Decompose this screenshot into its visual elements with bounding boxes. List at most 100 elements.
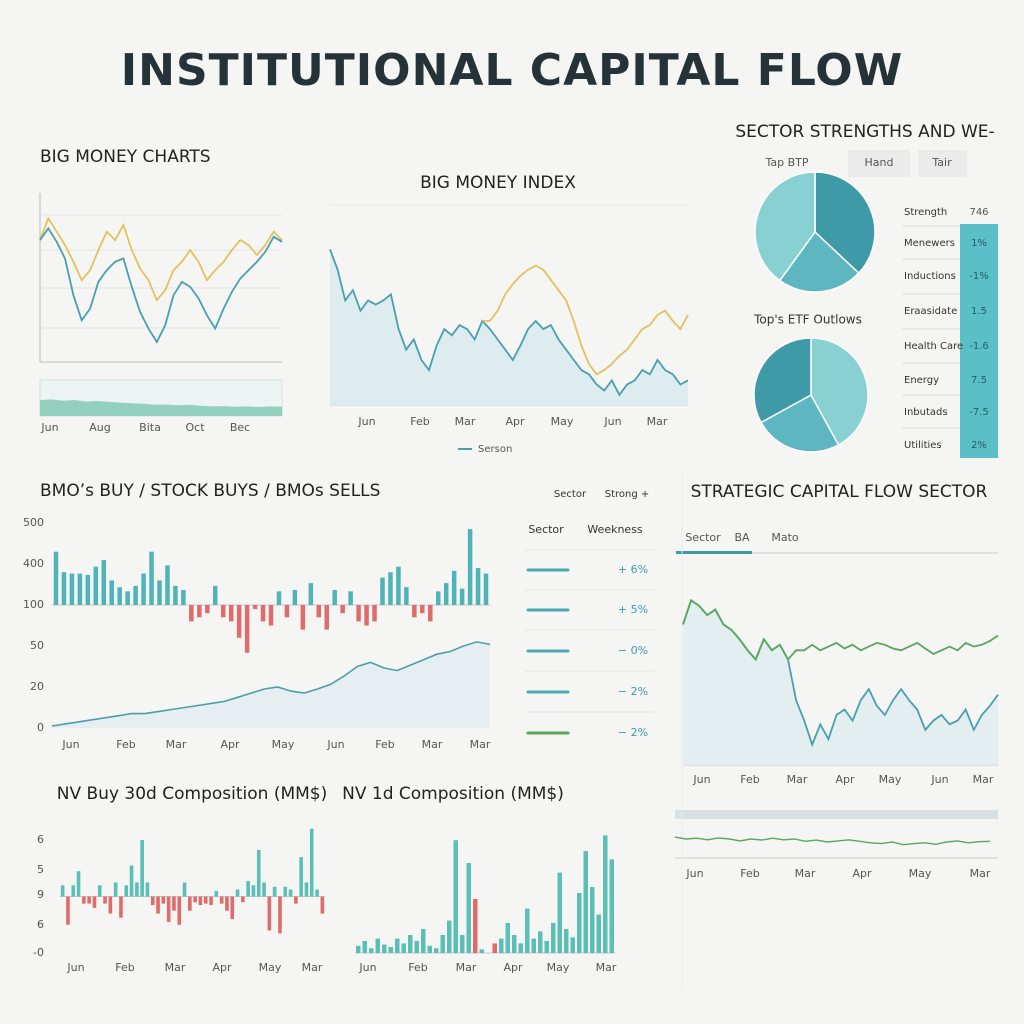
x-tick-label: Jun: [61, 738, 79, 751]
bar: [304, 882, 309, 897]
volume-area: [40, 399, 282, 416]
bar: [408, 935, 413, 953]
x-tick-label: Feb: [740, 867, 759, 880]
y-tick-label: 5: [37, 863, 44, 876]
x-tick-label: Feb: [410, 415, 429, 428]
page-title: INSTITUTIONAL CAPITAL FLOW: [121, 45, 903, 96]
bar: [278, 896, 282, 934]
bar: [382, 944, 387, 953]
x-tick-label: Apr: [505, 415, 525, 428]
bar: [141, 573, 146, 605]
bar: [453, 840, 458, 953]
bar: [272, 886, 277, 897]
row-value: 1.5: [971, 306, 987, 317]
bar: [443, 583, 449, 605]
bar: [197, 605, 202, 618]
x-tick-label: Mar: [165, 961, 186, 974]
bar: [475, 568, 481, 605]
bar: [71, 885, 76, 897]
chart-title: STRATEGIC CAPITAL FLOW SECTOR: [691, 482, 988, 502]
bar: [479, 949, 484, 953]
bar: [459, 588, 465, 605]
bar: [308, 583, 314, 605]
x-tick-label: Mar: [970, 867, 991, 880]
x-tick-label: Jun: [357, 415, 375, 428]
bar: [428, 605, 433, 622]
tab[interactable]: Tair: [931, 156, 952, 169]
bar: [198, 896, 203, 906]
bar: [369, 948, 374, 953]
bar: [421, 929, 426, 953]
bar: [235, 889, 240, 897]
x-tick-label: Oct: [185, 421, 205, 434]
bar: [348, 591, 353, 605]
bar: [219, 896, 224, 904]
tab-box[interactable]: [848, 150, 910, 177]
bar: [61, 572, 67, 605]
tab[interactable]: Mato: [771, 531, 799, 544]
bar: [356, 605, 361, 622]
bar: [173, 585, 178, 605]
bar: [267, 896, 272, 931]
row-value: + 6%: [618, 563, 648, 576]
bar: [129, 865, 134, 897]
bar: [251, 885, 256, 897]
bar: [372, 605, 377, 622]
bar: [244, 605, 250, 653]
tab[interactable]: Tap BTP: [764, 156, 808, 169]
x-tick-label: Apr: [503, 961, 523, 974]
x-tick-label: May: [551, 415, 574, 428]
bar: [414, 941, 419, 953]
bar: [316, 605, 322, 618]
tab-box[interactable]: [918, 150, 967, 177]
bar: [362, 941, 367, 953]
tab[interactable]: Sector: [685, 531, 721, 544]
bar: [220, 605, 226, 618]
tab[interactable]: Hand: [865, 156, 894, 169]
bar: [140, 840, 144, 897]
bar: [214, 890, 219, 897]
bar: [466, 863, 471, 953]
tab[interactable]: BA: [734, 531, 750, 544]
bar: [241, 896, 245, 903]
area: [330, 249, 688, 405]
bar: [596, 914, 601, 953]
x-tick-label: Jun: [930, 773, 948, 786]
x-tick-label: Jun: [692, 773, 710, 786]
bar: [268, 605, 274, 626]
bar: [467, 529, 473, 605]
chart-title: SECTOR STRENGTHS AND WE-: [735, 122, 994, 142]
tab[interactable]: Strong +: [605, 489, 650, 500]
x-tick-label: Mar: [795, 867, 816, 880]
bar: [315, 889, 319, 897]
pie-slice: [760, 393, 840, 453]
bar: [85, 574, 91, 605]
row-label: Eraasidate: [904, 306, 957, 317]
bar: [108, 896, 113, 914]
bar: [299, 857, 303, 897]
bar: [294, 896, 298, 904]
bar: [276, 591, 282, 605]
x-tick-label: Feb: [375, 738, 394, 751]
x-tick-label: Bec: [230, 421, 250, 434]
bar: [193, 896, 197, 903]
bar: [451, 570, 457, 605]
bar: [188, 896, 192, 911]
bar: [340, 605, 345, 614]
bar: [69, 573, 75, 605]
bar: [404, 587, 409, 605]
bar: [135, 882, 139, 897]
bar: [473, 899, 478, 953]
bar: [172, 896, 176, 911]
bar: [203, 896, 208, 904]
bar: [125, 591, 130, 605]
bar: [119, 896, 123, 918]
bar: [332, 589, 337, 605]
x-tick-label: Mar: [302, 961, 323, 974]
line: [51, 641, 491, 727]
line: [482, 264, 689, 376]
tab[interactable]: Sector: [554, 489, 587, 500]
x-tick-label: Mar: [470, 738, 491, 751]
bar: [260, 605, 266, 622]
